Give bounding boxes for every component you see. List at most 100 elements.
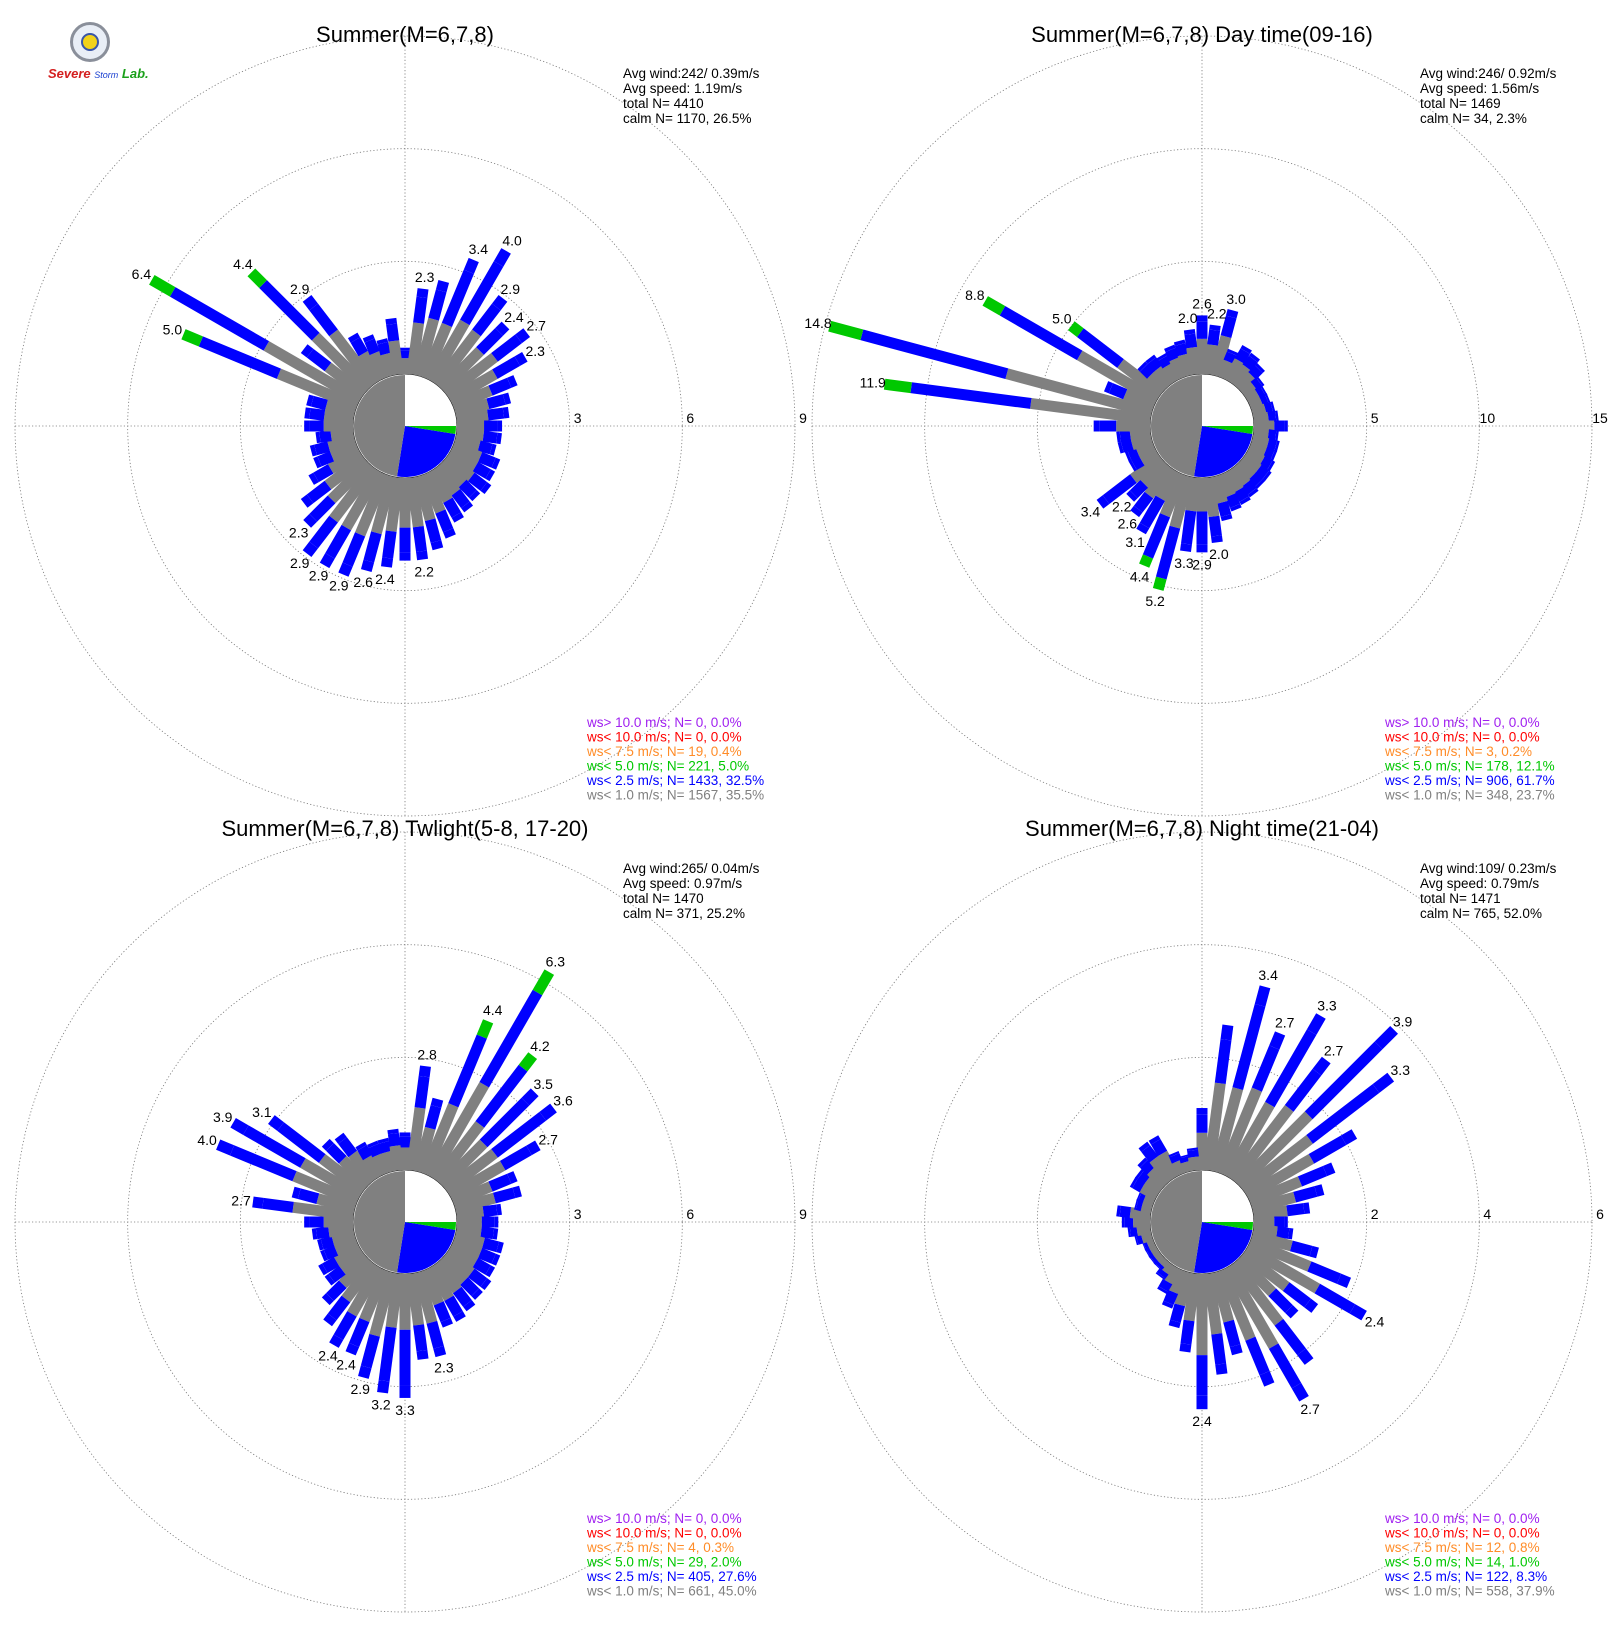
rose-bar-segment <box>483 1210 496 1212</box>
legend-entry: ws< 1.0 m/s; N= 348, 23.7% <box>1384 788 1555 803</box>
rose-bar-segment <box>1344 1134 1355 1140</box>
bar-value-label: 8.8 <box>965 287 985 303</box>
rose-bar-segment <box>457 415 488 419</box>
bar-value-label: 5.2 <box>1145 593 1165 609</box>
rose-bar-segment <box>436 542 438 549</box>
bar-value-label: 4.0 <box>502 232 522 248</box>
rose-bar-segment <box>503 1150 529 1165</box>
rose-bar-segment <box>312 401 326 405</box>
bar-value-label: 6.4 <box>132 266 152 282</box>
rose-bar-segment <box>384 1142 387 1152</box>
rose-bar-segment <box>436 1099 438 1106</box>
rose-bar-segment <box>458 1314 461 1319</box>
rose-bar-segment <box>1312 1016 1321 1032</box>
rose-bar-segment <box>488 413 504 415</box>
bar-value-label: 2.7 <box>231 1192 251 1208</box>
bar-value-label: 2.4 <box>336 1356 356 1372</box>
rose-bar-segment <box>1231 310 1233 317</box>
rose-bar-segment <box>1141 365 1143 367</box>
rose-bar-segment <box>1261 399 1267 401</box>
rose-bar-segment <box>1257 1047 1274 1089</box>
rose-bar-segment <box>318 1244 322 1245</box>
rose-bar-segment <box>1289 1233 1293 1234</box>
info-line: Avg wind:242/ 0.39m/s <box>623 66 760 81</box>
rose-bar-segment <box>1153 1258 1156 1260</box>
rose-bar-segment <box>497 438 501 439</box>
rose-bar-segment <box>316 469 331 477</box>
bar-value-label: 2.3 <box>415 269 435 285</box>
rose-bar-segment <box>419 1325 422 1351</box>
rose-bar-segment <box>308 400 313 401</box>
bar-value-label: 2.9 <box>309 568 329 584</box>
rose-bar-segment <box>480 457 494 463</box>
rose-bar-segment <box>464 1281 475 1292</box>
rose-bar-segment <box>1226 1025 1228 1040</box>
rose-bar-segment <box>368 336 370 340</box>
bar-value-label: 3.9 <box>1393 1013 1413 1029</box>
rose-bar-segment <box>307 545 314 554</box>
ring-label: 9 <box>799 410 807 426</box>
rose-bar-segment <box>1272 1292 1289 1309</box>
rose-bar-segment <box>456 492 466 505</box>
rose-bar-segment <box>1193 1157 1195 1170</box>
rose-bar-segment <box>1272 407 1274 408</box>
rose-bar-segment <box>1376 1077 1391 1088</box>
bar-value-label: 4.4 <box>1130 569 1150 585</box>
rose-bar-segment <box>1189 330 1190 334</box>
rose-bar-segment <box>1265 407 1272 409</box>
bar-value-label: 2.7 <box>1324 1043 1344 1059</box>
rose-bar-segment <box>1286 1287 1307 1303</box>
legend-entry: ws> 10.0 m/s; N= 0, 0.0% <box>1384 1511 1540 1526</box>
rose-bar-segment <box>491 449 495 450</box>
ring-label: 5 <box>1371 410 1379 426</box>
rose-bar-segment <box>326 1143 330 1147</box>
rose-bar-segment <box>471 1273 484 1283</box>
rose-bar-segment <box>1130 1231 1137 1232</box>
rose-bar-segment <box>329 1229 354 1232</box>
rose-bar-segment <box>382 339 383 343</box>
rose-bar-segment <box>363 1367 366 1378</box>
rose-bar-segment <box>384 1327 391 1381</box>
legend-entry: ws< 2.5 m/s; N= 1433, 32.5% <box>586 773 764 788</box>
rose-bar-segment <box>480 1253 494 1259</box>
rose-bar-segment <box>1161 527 1175 578</box>
rose-bar-segment <box>1300 1171 1325 1181</box>
ring-label: 6 <box>1596 1206 1604 1222</box>
rose-bar-segment <box>468 1303 471 1307</box>
legend-entry: ws< 10.0 m/s; N= 0, 0.0% <box>1384 730 1540 745</box>
rose-bar-segment <box>1140 1196 1145 1198</box>
rose-bar-segment <box>393 1129 394 1133</box>
rose-bar-segment <box>456 515 459 520</box>
legend-entry: ws< 7.5 m/s; N= 4, 0.3% <box>586 1540 734 1555</box>
ring-label: 6 <box>686 1206 694 1222</box>
info-line: total N= 1471 <box>1420 891 1501 906</box>
rose-bar-segment <box>330 1147 343 1160</box>
ring-label: 2 <box>1371 1206 1379 1222</box>
legend-entry: ws< 1.0 m/s; N= 1567, 35.5% <box>586 788 764 803</box>
info-line: total N= 1469 <box>1420 96 1501 111</box>
bar-value-label: 2.2 <box>1207 305 1227 321</box>
rose-bar-segment <box>1152 361 1158 369</box>
rose-bar-segment <box>393 1134 395 1146</box>
rose-bar-segment <box>517 357 524 361</box>
rose-bar-segment <box>1247 359 1254 368</box>
panel-title: Summer(M=6,7,8) Night time(21-04) <box>1025 816 1379 841</box>
rose-bar-segment <box>1160 1275 1161 1276</box>
rose-bar-segment <box>353 335 356 340</box>
rose-bar-segment <box>263 1203 293 1207</box>
ring-label: 6 <box>686 410 694 426</box>
rose-bar-segment <box>1138 1196 1140 1197</box>
bar-value-label: 5.0 <box>1052 310 1072 326</box>
rose-bar-segment <box>1134 461 1142 465</box>
rose-bar-segment <box>491 383 510 391</box>
rose-bar-segment <box>293 1192 299 1194</box>
rose-bar-segment <box>1253 356 1255 359</box>
bar-value-label: 11.9 <box>860 375 886 391</box>
rose-bar-segment <box>1186 1320 1189 1343</box>
rose-bar-segment <box>1276 446 1279 447</box>
rose-bar-segment <box>419 297 422 323</box>
rose-bar-segment <box>321 1268 325 1270</box>
info-line: Avg speed: 0.97m/s <box>623 876 742 891</box>
rose-bar-segment <box>354 1320 364 1345</box>
rose-bar-segment <box>330 528 346 556</box>
